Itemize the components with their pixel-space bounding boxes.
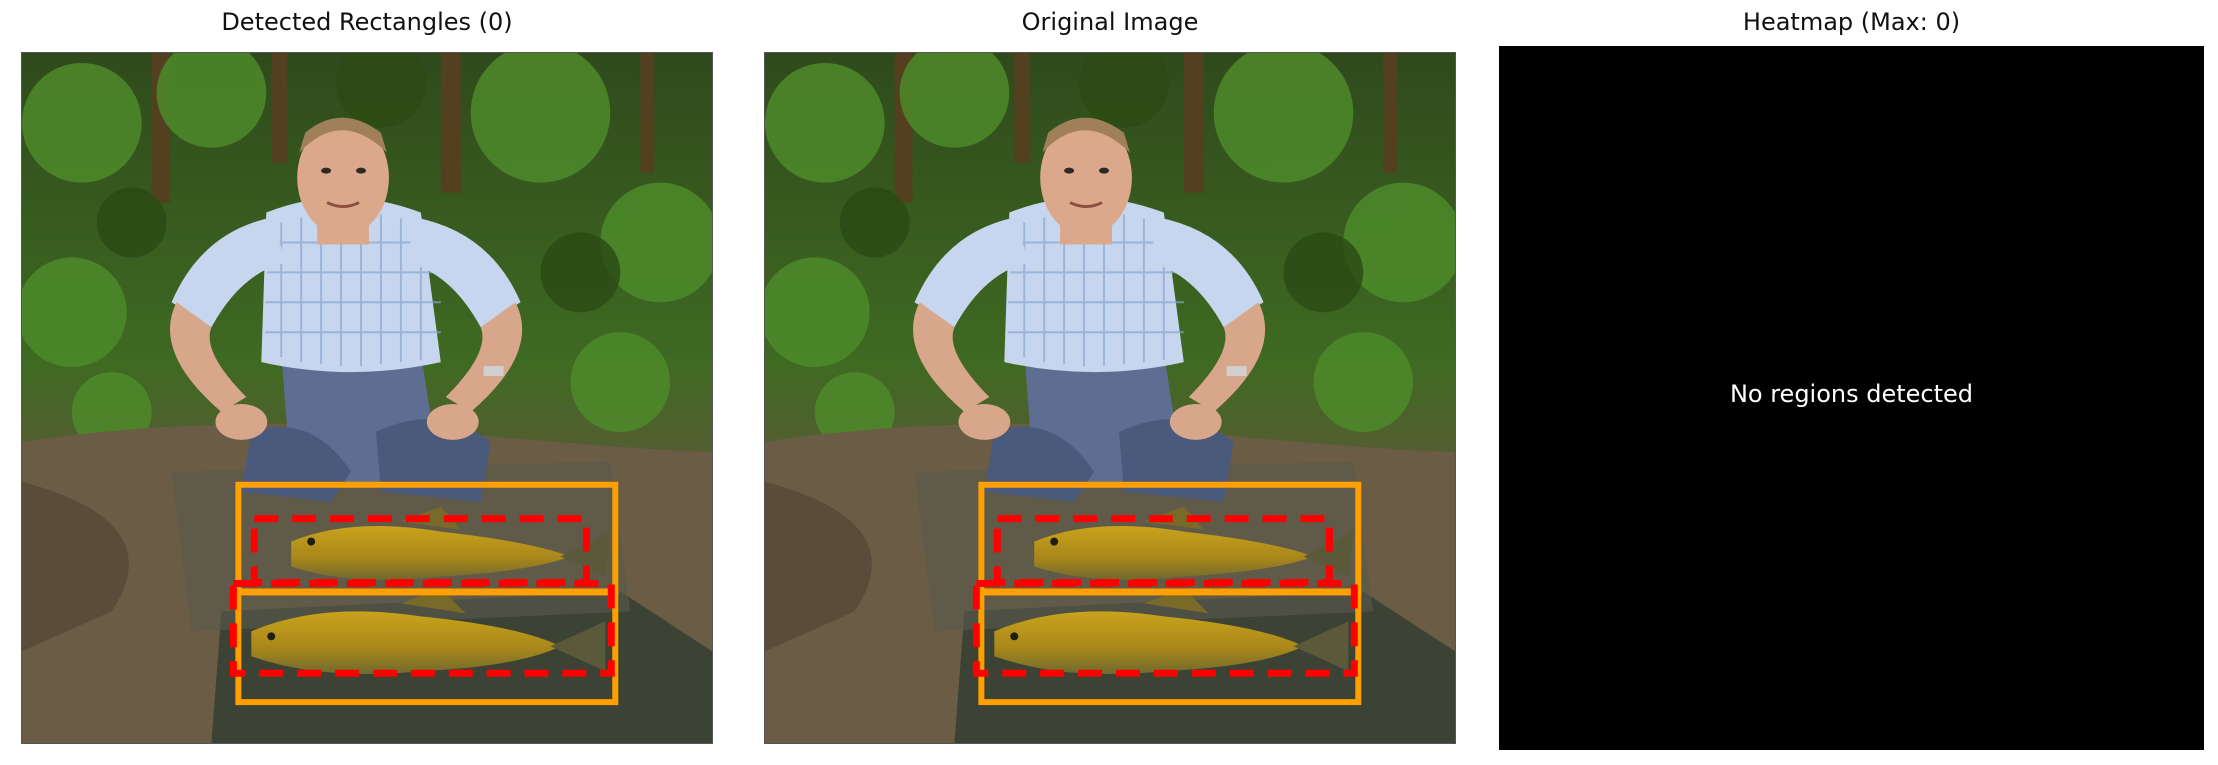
detected-rectangles-image: [21, 52, 713, 744]
heatmap-panel-title: Heatmap (Max: 0): [1742, 8, 1961, 36]
original-image: [764, 52, 1456, 744]
dashed-box-lower: [972, 579, 1358, 677]
solid-box-lower: [978, 588, 1362, 706]
solid-box-lower: [235, 588, 619, 706]
angler-with-two-fish-photo: [22, 53, 712, 743]
original-panel-title: Original Image: [1021, 8, 1199, 36]
dashed-box-lower: [229, 579, 615, 677]
dashed-box-upper: [250, 515, 590, 586]
dashed-box-upper: [993, 515, 1333, 586]
angler-with-two-fish-photo: [765, 53, 1455, 743]
heatmap-panel: No regions detected: [1499, 46, 2204, 750]
detected-panel-title: Detected Rectangles (0): [221, 8, 513, 36]
no-regions-message: No regions detected: [1729, 380, 1974, 408]
